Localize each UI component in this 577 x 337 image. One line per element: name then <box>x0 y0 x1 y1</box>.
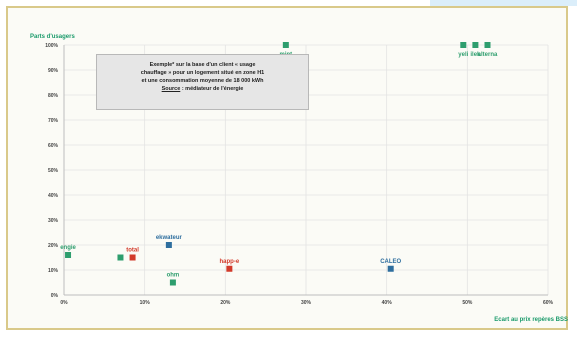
data-point-label: ekwateur <box>156 235 183 241</box>
y-tick-label: 90% <box>48 68 59 74</box>
data-point-label: alterna <box>478 52 498 58</box>
data-point <box>472 42 479 48</box>
x-tick-label: 10% <box>140 300 151 306</box>
data-point <box>129 254 136 261</box>
source-text: : médiateur de l'énergie <box>180 86 244 92</box>
data-point <box>169 279 176 286</box>
data-point <box>387 265 394 272</box>
annotation-line-1: Exemple* sur la base d'un client « usage <box>149 62 256 68</box>
x-tick-label: 40% <box>382 300 393 306</box>
data-point-label: ohm <box>167 273 180 279</box>
data-point-label: CALEO <box>380 259 401 265</box>
y-tick-label: 0% <box>51 293 59 299</box>
y-tick-label: 80% <box>48 93 59 99</box>
top-strip <box>430 0 577 6</box>
x-tick-label: 60% <box>543 300 554 306</box>
data-point <box>165 242 172 248</box>
data-point-label: yeli <box>458 52 468 58</box>
data-point <box>484 42 491 48</box>
data-point <box>65 252 72 258</box>
annotation-line-3: et une consommation moyenne de 18 000 kW… <box>141 78 264 84</box>
data-point <box>226 265 233 272</box>
data-point-label: ilek <box>470 52 481 58</box>
x-tick-label: 20% <box>220 300 231 306</box>
data-point-label: engie <box>60 245 76 251</box>
x-axis-label: Ecart au prix repères BSS <box>494 317 568 323</box>
source-label: Source <box>161 86 181 92</box>
y-tick-label: 10% <box>48 268 59 274</box>
data-point <box>282 42 289 48</box>
data-point-label: total <box>126 248 139 254</box>
annotation-line-2: chauffage » pour un logement situé en zo… <box>140 70 265 76</box>
x-tick-label: 0% <box>60 300 68 306</box>
y-tick-label: 60% <box>48 143 59 149</box>
y-tick-label: 50% <box>48 168 59 174</box>
x-tick-label: 50% <box>462 300 473 306</box>
y-ticks: 0% 10% 20% 30% 40% 50% 60% 70% 80% 90% 100% <box>45 43 58 299</box>
y-tick-label: 30% <box>48 218 59 224</box>
y-axis-label: Parts d'usagers <box>30 34 75 40</box>
data-point <box>117 254 124 261</box>
y-tick-label: 40% <box>48 193 59 199</box>
y-tick-label: 70% <box>48 118 59 124</box>
y-tick-label: 100% <box>45 43 58 49</box>
annotation-box: Exemple* sur la base d'un client « usage… <box>96 54 309 110</box>
data-point <box>460 42 467 48</box>
x-ticks: 0% 10% 20% 30% 40% 50% 60% <box>60 300 553 306</box>
y-tick-label: 20% <box>48 243 59 249</box>
annotation-source: Source : médiateur de l'énergie <box>97 85 308 93</box>
x-tick-label: 30% <box>301 300 312 306</box>
data-point-label: happ-e <box>220 259 240 265</box>
